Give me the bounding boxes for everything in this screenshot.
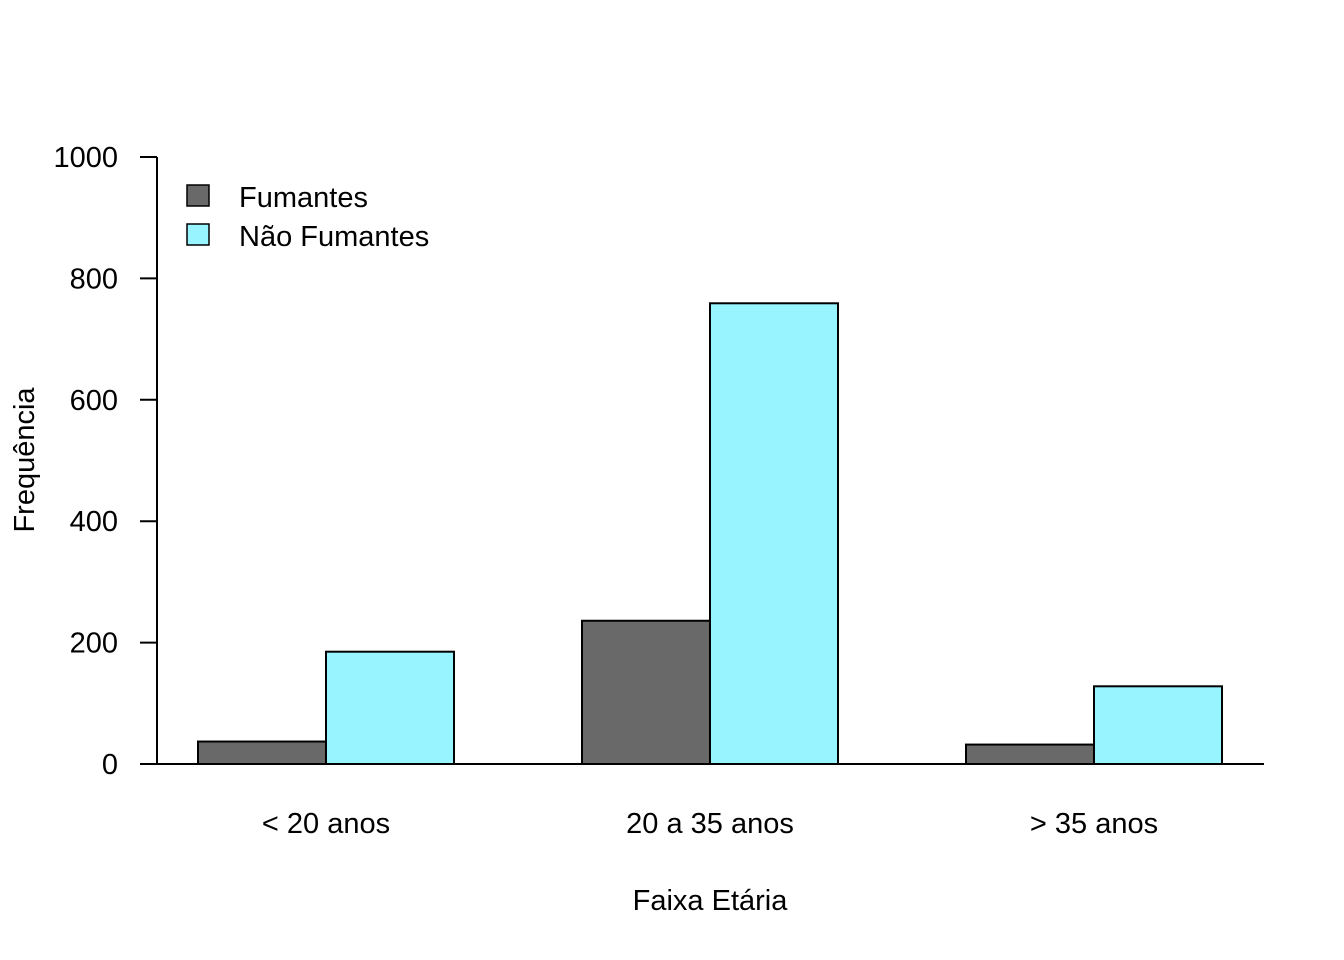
category-labels: < 20 anos 20 a 35 anos > 35 anos: [262, 808, 1158, 840]
y-axis: 0 200 400 600 800 1000: [53, 142, 158, 781]
bar-fumantes: [197, 740, 327, 766]
bar-nao-fumantes: [1093, 685, 1223, 766]
legend-swatch-nao-fumantes: [186, 223, 210, 246]
y-tick-label: 200: [70, 628, 118, 660]
legend-label-fumantes: Fumantes: [239, 182, 368, 214]
x-category-label: < 20 anos: [262, 808, 390, 840]
y-tick-label: 1000: [53, 142, 118, 174]
x-category-label: 20 a 35 anos: [626, 808, 794, 840]
legend: Fumantes Não Fumantes: [186, 182, 429, 253]
y-axis-title: Frequência: [9, 387, 41, 533]
legend-label-nao-fumantes: Não Fumantes: [239, 221, 429, 253]
y-tick-label: 800: [70, 263, 118, 295]
x-axis-title: Faixa Etária: [633, 885, 789, 917]
bar-fumantes: [965, 743, 1095, 765]
legend-swatch-fumantes: [186, 184, 210, 207]
y-tick-label: 0: [102, 749, 118, 781]
bar-nao-fumantes: [325, 650, 455, 766]
bar-nao-fumantes: [709, 302, 839, 765]
x-category-label: > 35 anos: [1030, 808, 1158, 840]
y-tick-label: 400: [70, 506, 118, 538]
y-tick-label: 600: [70, 385, 118, 417]
bars: [197, 302, 1223, 766]
bar-fumantes: [581, 619, 711, 765]
